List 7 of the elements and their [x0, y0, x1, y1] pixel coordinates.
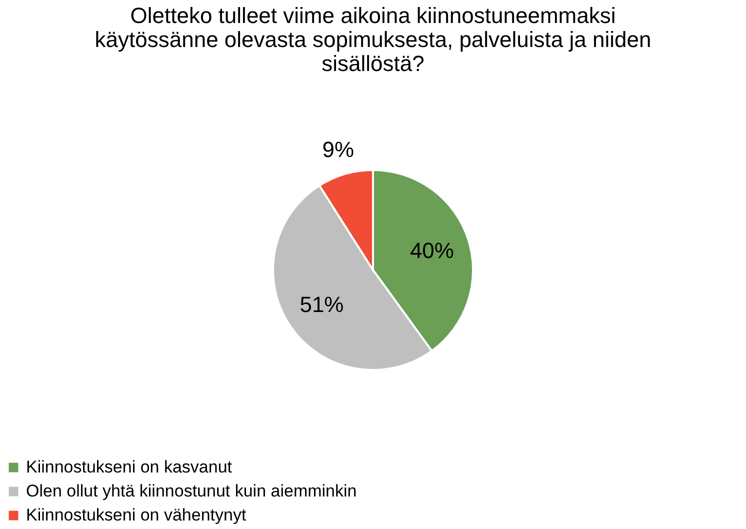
- legend-label: Olen ollut yhtä kiinnostunut kuin aiemminkin: [26, 482, 357, 500]
- legend-label: Kiinnostukseni on kasvanut: [26, 458, 232, 476]
- legend-label: Kiinnostukseni on vähentynyt: [26, 506, 246, 524]
- data-label: 51%: [300, 292, 344, 317]
- chart-title: Oletteko tulleet viime aikoina kiinnostuneemmaksi käytössänne olevasta sopimuksesta, palveluista ja niiden sisällöstä?: [94, 3, 652, 76]
- data-label: 9%: [322, 136, 354, 162]
- data-label: 40%: [410, 238, 454, 263]
